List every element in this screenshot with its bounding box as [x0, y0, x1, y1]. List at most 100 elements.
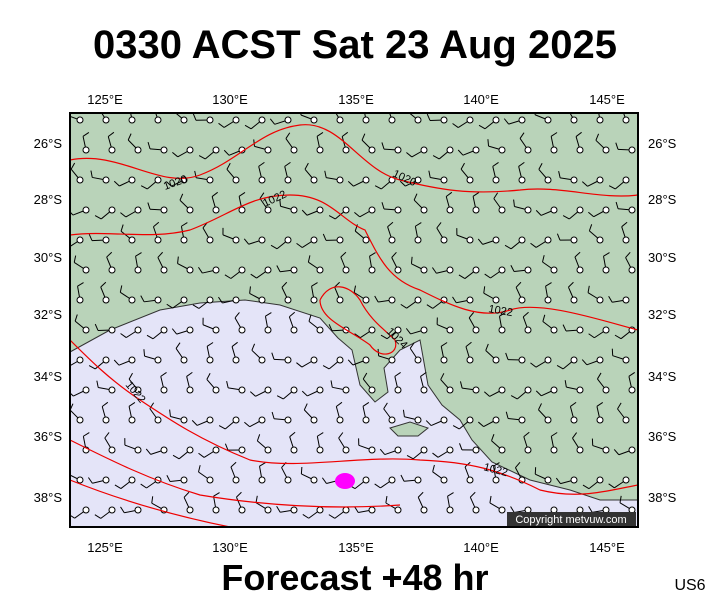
barb-flag	[518, 161, 525, 167]
barb-station	[108, 506, 116, 514]
barb-flag	[177, 256, 179, 264]
barb-flag	[181, 222, 188, 227]
barb-flag	[224, 443, 229, 451]
barb-flag	[354, 333, 361, 339]
barb-flag	[457, 149, 464, 156]
barb-flag	[259, 192, 265, 199]
barb-station	[134, 446, 142, 454]
barb-station	[602, 146, 610, 154]
barb-station	[446, 446, 454, 454]
barb-station	[186, 386, 194, 394]
barb-station	[310, 416, 318, 424]
barb-station	[602, 446, 610, 454]
barb-flag	[238, 192, 246, 197]
barb-flag	[333, 102, 337, 108]
barb-flag	[107, 131, 115, 137]
barb-flag	[588, 333, 595, 339]
barb-station	[310, 476, 318, 484]
barb-flag	[244, 124, 252, 130]
barb-flag	[440, 373, 445, 380]
barb-station	[128, 416, 136, 424]
barb-station	[498, 326, 506, 334]
barb-station	[186, 326, 194, 334]
barb-station	[362, 416, 370, 424]
lon-label-top: 125°E	[87, 92, 123, 107]
barb-station	[550, 146, 558, 154]
barb-station	[108, 206, 116, 214]
barb-flag	[289, 311, 296, 318]
map-area	[70, 102, 638, 527]
lat-label-left: 30°S	[34, 250, 63, 265]
barb-station	[82, 146, 90, 154]
barb-flag	[340, 251, 347, 258]
barb-station	[414, 116, 422, 124]
barb-flag	[493, 462, 500, 467]
barb-station	[134, 386, 142, 394]
barb-flag	[503, 118, 510, 125]
barb-station	[290, 326, 298, 334]
barb-station	[602, 386, 610, 394]
barb-flag	[347, 181, 354, 187]
barb-flag	[206, 342, 214, 347]
barb-flag	[120, 333, 127, 338]
barb-station	[290, 386, 298, 394]
barb-flag	[353, 285, 357, 293]
barb-flag	[380, 334, 388, 340]
barb-flag	[354, 212, 361, 218]
barb-flag	[574, 251, 581, 258]
barb-station	[368, 506, 376, 514]
barb-flag	[431, 267, 437, 274]
barb-station	[128, 176, 136, 184]
barb-station	[622, 116, 630, 124]
barb-flag	[104, 432, 110, 439]
lat-label-left: 26°S	[34, 136, 63, 151]
barb-flag	[440, 342, 448, 347]
barb-station	[368, 266, 376, 274]
barb-flag	[530, 242, 537, 248]
barb-station	[284, 296, 292, 304]
barb-station	[388, 116, 396, 124]
barb-station	[310, 236, 318, 244]
barb-station	[284, 416, 292, 424]
barb-station	[316, 266, 324, 274]
barb-station	[76, 176, 84, 184]
barb-station	[290, 266, 298, 274]
barb-flag	[151, 496, 154, 504]
barb-flag	[487, 139, 490, 147]
barb-flag	[472, 192, 480, 197]
barb-flag	[153, 221, 160, 228]
barb-station	[440, 236, 448, 244]
barb-flag	[304, 162, 309, 170]
barb-station	[336, 296, 344, 304]
frame	[69, 112, 639, 528]
barb-flag	[432, 464, 435, 472]
barb-station	[336, 236, 344, 244]
barb-station	[544, 356, 552, 364]
barb-flag	[567, 102, 571, 107]
barb-flag	[96, 380, 99, 388]
barb-flag	[432, 452, 439, 458]
barb-flag	[256, 434, 261, 442]
barb-station	[212, 326, 220, 334]
barb-station	[544, 116, 552, 124]
barb-station	[134, 266, 142, 274]
barb-station	[466, 296, 474, 304]
barb-station	[264, 506, 272, 514]
barb-station	[446, 206, 454, 214]
barb-station	[232, 476, 240, 484]
barb-flag	[129, 103, 135, 107]
barb-station	[264, 146, 272, 154]
barb-flag	[169, 409, 171, 417]
barb-flag	[140, 483, 147, 489]
barb-station	[368, 386, 376, 394]
barb-station	[570, 296, 578, 304]
barb-station	[544, 476, 552, 484]
barb-flag	[324, 170, 327, 178]
barb-flag	[70, 514, 75, 519]
barb-station	[342, 206, 350, 214]
barb-station	[394, 146, 402, 154]
barb-flag	[615, 142, 619, 150]
barb-station	[134, 146, 142, 154]
barb-station	[342, 146, 350, 154]
barb-flag	[135, 252, 142, 257]
